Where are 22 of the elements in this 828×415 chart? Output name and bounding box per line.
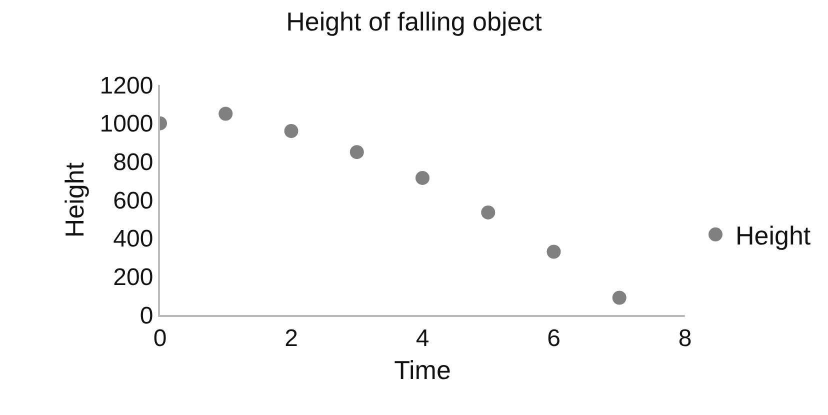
point — [612, 290, 626, 305]
point — [350, 145, 364, 160]
y-tick-label: 600 — [113, 187, 154, 214]
chart-title: Height of falling object — [286, 6, 543, 37]
point — [416, 170, 430, 185]
legend-label: Height — [736, 220, 812, 251]
y-tick-label: 200 — [113, 264, 154, 292]
point — [218, 106, 233, 121]
x-tick-label: 6 — [547, 324, 560, 352]
x-tick-label: 4 — [416, 324, 430, 352]
x-tick-label: 8 — [678, 324, 692, 352]
point — [481, 205, 496, 220]
x-tick-label: 2 — [284, 324, 298, 352]
y-tick-label: 800 — [113, 149, 154, 176]
y-tick-label: 400 — [113, 226, 154, 253]
point — [546, 244, 561, 259]
point — [284, 124, 298, 138]
x-axis-title: Time — [394, 355, 451, 385]
y-tick-label: 1200 — [100, 72, 154, 100]
y-tick-label: 1000 — [100, 110, 154, 138]
y-tick-label: 0 — [140, 302, 154, 330]
y-axis-title: Height — [60, 162, 90, 238]
